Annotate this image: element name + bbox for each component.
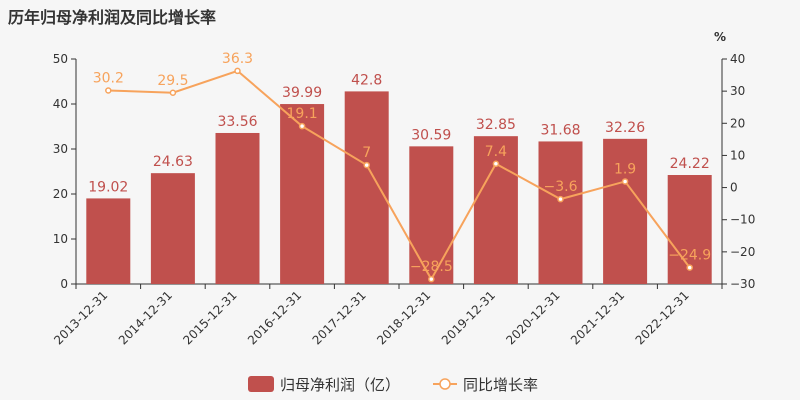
bar (215, 132, 260, 284)
x-axis-tick-label: 2018-12-31 (374, 288, 433, 347)
bar (344, 91, 389, 285)
left-y-axis: 0 10 20 30 40 50 (53, 52, 77, 291)
left-axis-tick-label: 40 (53, 97, 68, 111)
line-point (621, 178, 629, 185)
line-point (492, 160, 500, 168)
line-value-label: 36.3 (222, 51, 253, 67)
line-value-label: 7.4 (485, 144, 507, 160)
bar-value-label: 31.68 (540, 122, 580, 138)
bar (86, 198, 131, 284)
legend[interactable]: 归母净利润（亿） 同比增长率 (248, 376, 538, 394)
legend-bar-swatch (248, 376, 274, 392)
line-value-label: 19.1 (287, 106, 318, 122)
x-axis-tick-label: 2015-12-31 (180, 288, 239, 347)
left-axis-tick-label: 20 (53, 187, 68, 201)
line-point (428, 275, 435, 283)
x-axis-tick-label: 2019-12-31 (439, 288, 498, 347)
bar-value-label: 39.99 (282, 85, 322, 101)
bar-value-label: 30.59 (411, 127, 451, 143)
x-axis-tick-label: 2017-12-31 (310, 288, 369, 347)
data-labels: 19.02 24.63 33.56 39.99 42.8 30.59 32.85 31.68 3… (88, 51, 711, 275)
legend-bar-label: 归母净利润（亿） (280, 376, 400, 394)
bar-value-label: 19.02 (88, 179, 128, 195)
line-value-label: −3.6 (544, 179, 578, 195)
x-axis-tick-label: 2022-12-31 (633, 288, 692, 347)
line-series (105, 67, 693, 283)
line-value-label: 7 (362, 145, 371, 161)
growth-line (108, 69, 691, 282)
x-axis-tick-label: 2013-12-31 (51, 288, 110, 347)
right-axis-unit: % (714, 30, 726, 44)
line-point (686, 264, 693, 271)
line-value-label: −24.9 (668, 248, 711, 264)
x-axis-tick-label: 2016-12-31 (245, 288, 304, 347)
bar-value-label: 32.26 (605, 120, 645, 136)
left-axis-tick-label: 0 (60, 277, 68, 291)
line-point (105, 87, 112, 94)
line-point (298, 122, 306, 130)
left-axis-tick-label: 50 (53, 52, 68, 66)
left-axis-tick-label: 10 (53, 232, 68, 246)
line-value-label: 29.5 (157, 73, 188, 89)
bar (409, 146, 454, 284)
bar-value-label: 33.56 (217, 114, 257, 130)
bar-value-label: 24.63 (153, 154, 193, 170)
bar-value-label: 32.85 (476, 117, 516, 133)
legend-line-label: 同比增长率 (463, 376, 538, 394)
right-y-axis: −30 −20 −10 0 10 20 30 40% (714, 30, 755, 291)
bar (150, 173, 195, 284)
right-axis-tick-label: 30 (730, 84, 745, 98)
line-point (234, 67, 241, 75)
bar (603, 138, 648, 284)
right-axis-tick-label: 40 (730, 52, 745, 66)
bar-value-label: 42.8 (351, 72, 382, 88)
right-axis-tick-label: −20 (730, 245, 755, 259)
legend-line-marker (439, 378, 451, 390)
x-axis-tick-label: 2020-12-31 (503, 288, 562, 347)
x-axis-tick-label: 2021-12-31 (568, 288, 627, 347)
bar-value-label: 24.22 (670, 156, 710, 172)
right-axis-tick-label: 10 (730, 148, 745, 162)
right-axis-tick-label: 20 (730, 116, 745, 130)
line-value-label: 30.2 (93, 71, 124, 87)
line-point (363, 161, 370, 169)
line-point (557, 195, 564, 203)
x-axis: 2013-12-31 2014-12-31 2015-12-31 2016-12-31… (51, 283, 723, 347)
bar (280, 104, 325, 284)
right-axis-tick-label: −10 (730, 213, 755, 227)
line-point (169, 89, 177, 96)
line-value-label: −28.5 (410, 259, 453, 275)
right-axis-tick-label: −30 (730, 277, 755, 291)
x-axis-tick-label: 2014-12-31 (116, 288, 175, 347)
left-axis-tick-label: 30 (53, 142, 68, 156)
bar (538, 141, 583, 284)
right-axis-tick-label: 0 (730, 181, 738, 195)
line-value-label: 1.9 (614, 161, 636, 177)
chart-title: 历年归母净利润及同比增长率 (8, 8, 217, 27)
